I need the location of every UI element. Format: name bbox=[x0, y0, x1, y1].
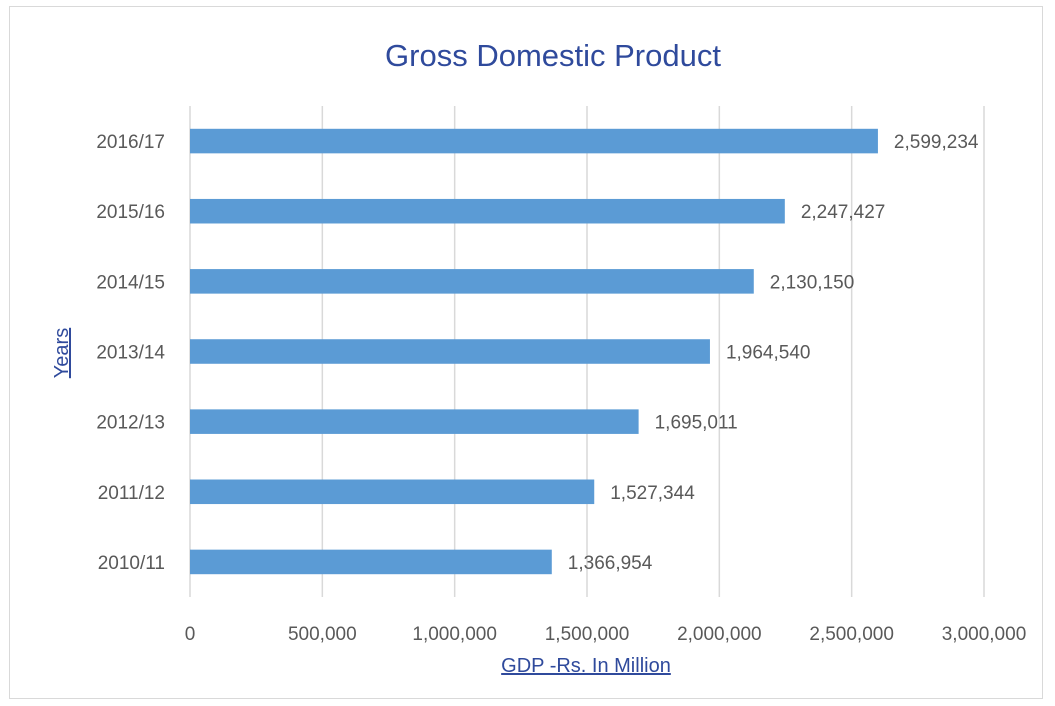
x-tick-label: 2,500,000 bbox=[809, 624, 894, 645]
y-axis-title: Years bbox=[51, 328, 73, 378]
x-axis-title: GDP -Rs. In Million bbox=[501, 655, 671, 677]
x-tick-label: 2,000,000 bbox=[677, 624, 762, 645]
y-tick-label: 2015/16 bbox=[96, 202, 165, 223]
data-label: 2,130,150 bbox=[770, 272, 855, 293]
x-tick-label: 1,500,000 bbox=[545, 624, 630, 645]
gridlines bbox=[189, 106, 985, 597]
data-labels: 1,366,954 1,527,344 1,695,011 1,964,540 2,13… bbox=[568, 132, 979, 574]
y-tick-label: 2014/15 bbox=[96, 272, 165, 293]
bar bbox=[190, 549, 552, 575]
data-label: 2,247,427 bbox=[801, 202, 886, 223]
data-label: 1,695,011 bbox=[655, 413, 738, 434]
bars bbox=[190, 128, 878, 575]
y-axis-ticks: 2010/11 2011/12 2012/13 2013/14 2014/15 2015/… bbox=[96, 132, 165, 574]
x-tick-label: 500,000 bbox=[288, 624, 357, 645]
chart-title: Gross Domestic Product bbox=[385, 38, 721, 73]
y-tick-label: 2010/11 bbox=[98, 553, 165, 574]
bar bbox=[190, 198, 785, 224]
bar bbox=[190, 479, 595, 505]
bar bbox=[190, 409, 639, 434]
data-label: 1,366,954 bbox=[568, 553, 653, 574]
bar bbox=[190, 269, 754, 294]
x-tick-label: 1,000,000 bbox=[412, 624, 497, 645]
x-tick-label: 3,000,000 bbox=[942, 624, 1027, 645]
y-tick-label: 2016/17 bbox=[96, 132, 165, 153]
data-label: 2,599,234 bbox=[894, 132, 979, 153]
y-tick-label: 2011/12 bbox=[98, 483, 165, 504]
bar bbox=[190, 128, 878, 154]
x-tick-label: 0 bbox=[185, 624, 196, 645]
data-label: 1,964,540 bbox=[726, 343, 811, 364]
y-tick-label: 2012/13 bbox=[96, 413, 165, 434]
bar bbox=[190, 339, 710, 364]
x-axis-ticks: 0 500,000 1,000,000 1,500,000 2,000,000 2,500… bbox=[185, 624, 1027, 645]
data-label: 1,527,344 bbox=[610, 483, 695, 504]
y-tick-label: 2013/14 bbox=[96, 343, 165, 364]
